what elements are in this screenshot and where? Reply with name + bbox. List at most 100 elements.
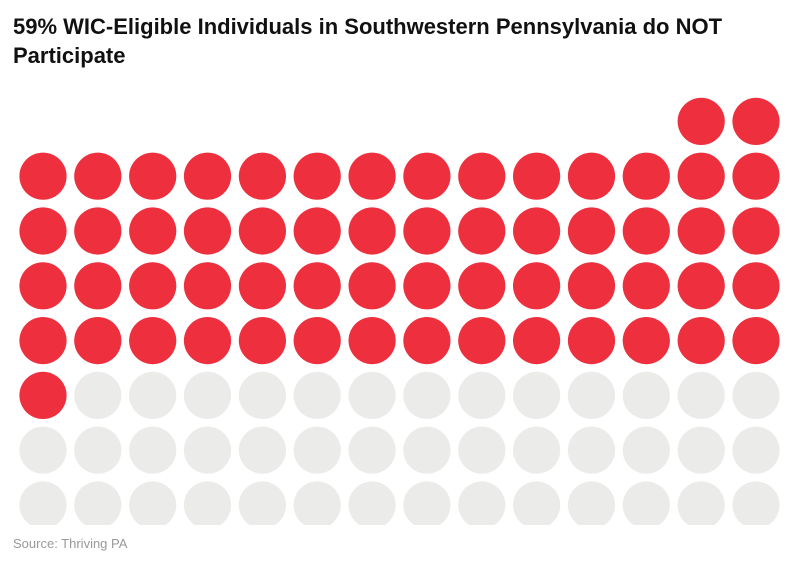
waffle-unit-participating <box>19 426 67 474</box>
waffle-unit-not-participating <box>732 152 780 200</box>
waffle-unit-participating <box>129 371 177 419</box>
waffle-unit-participating <box>403 371 451 419</box>
waffle-unit-participating <box>238 371 286 419</box>
waffle-unit-participating <box>238 481 286 529</box>
waffle-unit-not-participating <box>622 317 670 365</box>
waffle-unit-participating <box>677 371 725 419</box>
waffle-unit-not-participating <box>622 207 670 255</box>
waffle-unit-participating <box>293 481 341 529</box>
waffle-unit-not-participating <box>403 317 451 365</box>
waffle-unit-participating <box>19 481 67 529</box>
waffle-unit-not-participating <box>732 97 780 145</box>
waffle-unit-not-participating <box>567 317 616 365</box>
waffle-unit-not-participating <box>732 207 780 255</box>
waffle-unit-participating <box>348 371 396 419</box>
waffle-unit-not-participating <box>19 152 67 200</box>
waffle-unit-participating <box>732 481 780 529</box>
waffle-unit-not-participating <box>348 152 396 200</box>
waffle-unit-not-participating <box>677 317 725 365</box>
waffle-unit-not-participating <box>732 317 780 365</box>
waffle-unit-not-participating <box>458 152 506 200</box>
waffle-unit-not-participating <box>238 317 286 365</box>
waffle-unit-not-participating <box>293 207 341 255</box>
waffle-unit-participating <box>293 371 341 419</box>
waffle-unit-participating <box>403 481 451 529</box>
waffle-unit-not-participating <box>238 207 286 255</box>
waffle-unit-not-participating <box>677 152 725 200</box>
waffle-unit-not-participating <box>677 97 725 145</box>
chart-title: 59% WIC-Eligible Individuals in Southwes… <box>13 14 723 68</box>
waffle-unit-participating <box>513 371 561 419</box>
waffle-unit-not-participating <box>677 207 725 255</box>
waffle-unit-participating <box>732 371 780 419</box>
waffle-unit-participating <box>183 481 232 529</box>
waffle-unit-not-participating <box>567 152 616 200</box>
waffle-unit-not-participating <box>19 371 67 419</box>
waffle-unit-not-participating <box>677 262 725 310</box>
waffle-unit-not-participating <box>74 207 122 255</box>
waffle-unit-not-participating <box>403 262 451 310</box>
waffle-unit-participating <box>183 426 232 474</box>
waffle-unit-not-participating <box>19 207 67 255</box>
waffle-unit-participating <box>348 481 396 529</box>
waffle-unit-participating <box>74 426 122 474</box>
waffle-unit-participating <box>74 371 122 419</box>
waffle-unit-not-participating <box>348 207 396 255</box>
waffle-unit-not-participating <box>567 207 616 255</box>
waffle-unit-not-participating <box>74 317 122 365</box>
waffle-unit-not-participating <box>183 262 232 310</box>
waffle-unit-participating <box>293 426 341 474</box>
waffle-unit-participating <box>567 481 616 529</box>
waffle-unit-participating <box>513 426 561 474</box>
waffle-unit-not-participating <box>129 207 177 255</box>
waffle-unit-not-participating <box>238 152 286 200</box>
waffle-unit-not-participating <box>403 152 451 200</box>
waffle-unit-not-participating <box>567 262 616 310</box>
waffle-unit-participating <box>567 371 616 419</box>
waffle-unit-not-participating <box>513 207 561 255</box>
waffle-unit-participating <box>458 371 506 419</box>
waffle-unit-participating <box>677 426 725 474</box>
waffle-unit-not-participating <box>622 152 670 200</box>
waffle-unit-not-participating <box>348 262 396 310</box>
waffle-unit-not-participating <box>293 317 341 365</box>
waffle-unit-participating <box>567 426 616 474</box>
waffle-unit-not-participating <box>74 262 122 310</box>
waffle-unit-not-participating <box>183 152 232 200</box>
waffle-unit-participating <box>732 426 780 474</box>
waffle-unit-not-participating <box>403 207 451 255</box>
waffle-unit-not-participating <box>458 317 506 365</box>
waffle-unit-participating <box>74 481 122 529</box>
waffle-unit-participating <box>458 481 506 529</box>
waffle-unit-participating <box>348 426 396 474</box>
waffle-unit-participating <box>129 481 177 529</box>
waffle-unit-not-participating <box>183 207 232 255</box>
waffle-unit-participating <box>129 426 177 474</box>
waffle-unit-participating <box>622 371 670 419</box>
waffle-unit-participating <box>403 426 451 474</box>
waffle-unit-not-participating <box>293 262 341 310</box>
waffle-unit-not-participating <box>622 262 670 310</box>
waffle-unit-participating <box>183 371 232 419</box>
waffle-unit-not-participating <box>19 317 67 365</box>
waffle-unit-not-participating <box>513 152 561 200</box>
waffle-unit-not-participating <box>458 262 506 310</box>
waffle-unit-participating <box>513 481 561 529</box>
waffle-unit-not-participating <box>732 262 780 310</box>
waffle-unit-participating <box>677 481 725 529</box>
waffle-unit-participating <box>622 426 670 474</box>
waffle-unit-not-participating <box>293 152 341 200</box>
waffle-unit-not-participating <box>458 207 506 255</box>
waffle-unit-participating <box>622 481 670 529</box>
waffle-unit-not-participating <box>74 152 122 200</box>
waffle-unit-not-participating <box>129 262 177 310</box>
source-note: Source: Thriving PA <box>13 536 128 551</box>
waffle-unit-participating <box>458 426 506 474</box>
waffle-unit-participating <box>238 426 286 474</box>
waffle-unit-not-participating <box>19 262 67 310</box>
waffle-unit-not-participating <box>348 317 396 365</box>
waffle-unit-not-participating <box>129 152 177 200</box>
waffle-unit-not-participating <box>238 262 286 310</box>
waffle-unit-not-participating <box>513 262 561 310</box>
